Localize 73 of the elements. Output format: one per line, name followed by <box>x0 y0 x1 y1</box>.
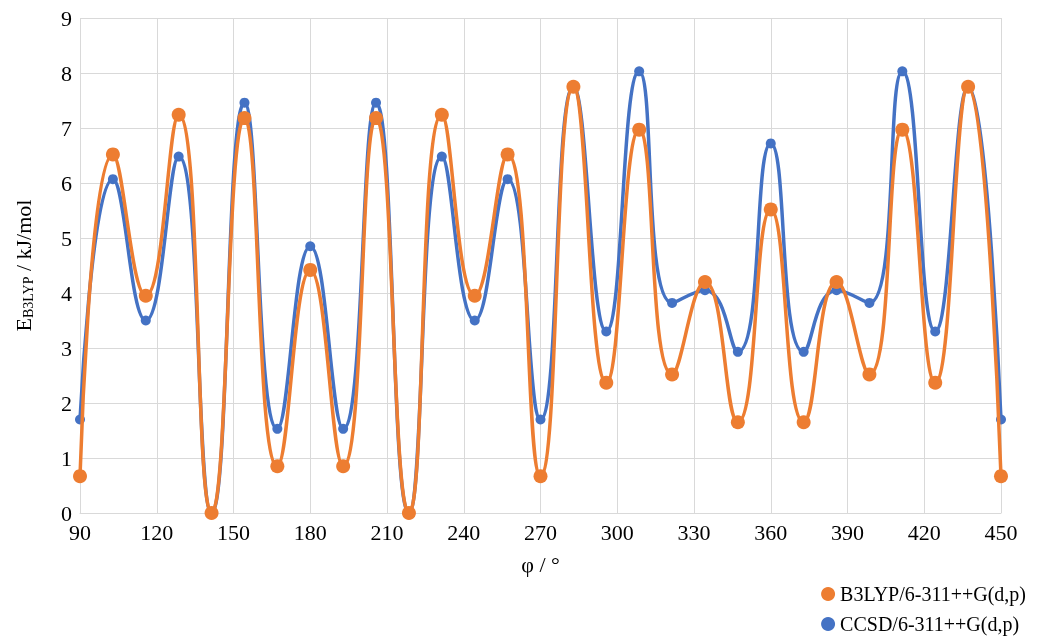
x-tick-label: 120 <box>140 519 174 545</box>
x-tick-label: 390 <box>831 519 864 545</box>
y-tick-label: 4 <box>61 280 72 306</box>
point <box>502 174 513 185</box>
x-tick-label: 420 <box>907 519 941 545</box>
point <box>171 107 186 122</box>
point <box>533 469 548 484</box>
point <box>140 315 151 326</box>
point <box>436 151 447 162</box>
point <box>105 147 120 162</box>
point <box>303 262 318 277</box>
y-tick-label: 2 <box>61 390 72 416</box>
x-tick-label: 240 <box>447 519 481 545</box>
point <box>763 202 778 217</box>
point <box>796 415 811 430</box>
point <box>732 346 743 357</box>
point <box>895 122 910 137</box>
point <box>634 66 645 77</box>
point <box>928 375 943 390</box>
point <box>272 423 283 434</box>
point <box>336 459 351 474</box>
point <box>535 414 546 425</box>
x-tick-label: 180 <box>293 519 327 545</box>
point <box>107 174 118 185</box>
legend-label: B3LYP/6-311++G(d,p) <box>840 583 1026 606</box>
point <box>239 97 250 108</box>
point <box>305 241 316 252</box>
point <box>697 275 712 289</box>
x-tick-label: 210 <box>370 519 404 545</box>
point <box>930 326 941 337</box>
y-tick-label: 3 <box>61 335 72 361</box>
point <box>469 315 480 326</box>
x-tick-label: 360 <box>754 519 788 545</box>
y-tick-label: 6 <box>61 170 72 196</box>
x-tick-label: 300 <box>600 519 634 545</box>
point <box>467 288 482 303</box>
point <box>667 297 678 308</box>
x-tick-label: 450 <box>984 519 1018 545</box>
point <box>369 111 384 126</box>
x-tick-label: 270 <box>524 519 557 545</box>
y-tick-label: 5 <box>61 225 72 251</box>
y-tick-label: 9 <box>61 5 72 31</box>
y-tick-label: 0 <box>61 500 72 526</box>
point <box>73 469 87 484</box>
point <box>798 346 809 357</box>
x-tick-label: 330 <box>677 519 711 545</box>
point <box>601 326 612 337</box>
y-tick-label: 1 <box>61 445 72 471</box>
point <box>994 469 1008 484</box>
y-axis-title: EB3LYP / kJ/mol <box>10 199 36 332</box>
point <box>632 122 647 137</box>
point <box>500 147 515 162</box>
point <box>665 367 680 382</box>
point <box>434 107 449 122</box>
point <box>897 66 908 77</box>
point <box>338 423 349 434</box>
point <box>730 415 745 430</box>
point <box>765 138 776 149</box>
point <box>270 459 285 474</box>
point <box>829 275 844 289</box>
point <box>173 151 184 162</box>
y-tick-label: 8 <box>61 60 72 86</box>
legend-label: CCSD/6-311++G(d,p) <box>840 613 1020 636</box>
point <box>862 367 877 382</box>
x-tick-label: 90 <box>69 519 91 545</box>
y-tick-label: 7 <box>61 115 72 141</box>
point <box>371 97 382 108</box>
point <box>864 297 875 308</box>
point <box>599 375 614 390</box>
point <box>237 111 252 126</box>
x-tick-label: 150 <box>217 519 250 545</box>
x-axis-title: φ / ° <box>521 551 560 577</box>
point <box>138 288 153 303</box>
